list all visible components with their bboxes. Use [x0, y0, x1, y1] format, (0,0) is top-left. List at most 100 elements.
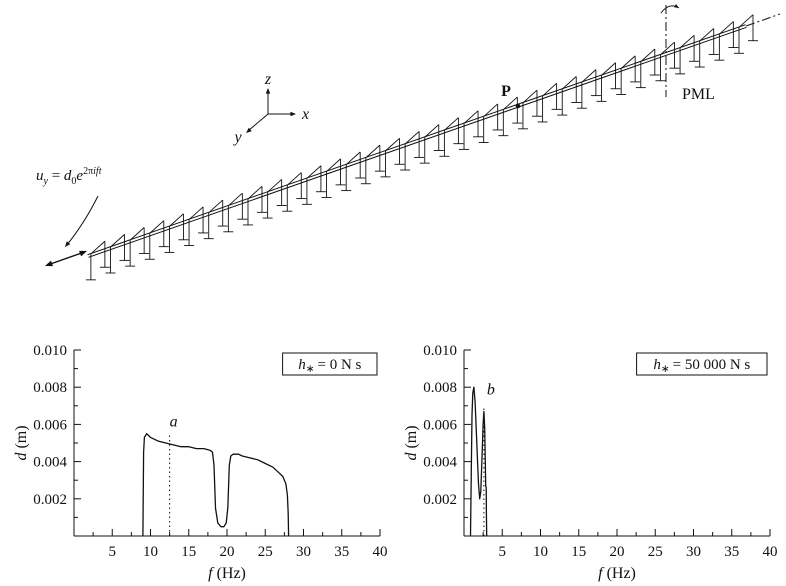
response-curve	[142, 433, 290, 537]
x-tick-label: 20	[610, 544, 625, 560]
excitation-arrow-shaft	[48, 251, 84, 266]
frame-top-bar	[581, 69, 597, 83]
frame-top-bar	[404, 131, 420, 145]
formula-d-sub: 0	[71, 176, 77, 187]
axis-z-arrowhead	[265, 88, 271, 94]
y-tick-label: 0.004	[423, 455, 457, 471]
x-tick-label: 25	[258, 544, 273, 560]
chart-h-zero: 5 10 15 20 25 30 35 40 0.002 0.004 0.006 0.008 0.010…	[13, 343, 388, 582]
marker-label: b	[487, 382, 495, 399]
frame-top-bar	[640, 48, 656, 62]
y-axis-title: d (m)	[403, 425, 420, 460]
x-tick-label: 35	[724, 544, 739, 560]
y-tick-label: 0.006	[423, 417, 457, 433]
x-tick-label: 30	[686, 544, 701, 560]
frame-top-bar	[738, 14, 754, 28]
frame-top-bar	[247, 185, 263, 200]
excitation-formula: uy = d0e2πift	[36, 166, 102, 187]
x-tick-label: 10	[533, 544, 548, 560]
y-tick-label: 0.006	[33, 417, 67, 433]
frame-top-bar	[660, 41, 675, 56]
y-tick-label: 0.008	[33, 380, 67, 396]
excitation-arrowhead-left	[45, 260, 53, 267]
y-axis-title-var: d	[13, 452, 30, 461]
frame-top-bar	[365, 144, 381, 159]
frame-top-bar	[620, 55, 636, 69]
x-tick-label: 30	[296, 544, 311, 560]
x-axis-title-unit: (Hz)	[213, 565, 246, 582]
axes	[463, 349, 771, 537]
legend-var: h	[653, 357, 661, 373]
axis-y-arrowhead	[246, 127, 252, 133]
legend-value: = 50 000 N s	[670, 357, 751, 373]
legend-var-sub: ∗	[661, 364, 670, 375]
frame-top-bar	[601, 62, 616, 76]
beam-centerline-extension	[745, 13, 781, 27]
frame-top-bar	[444, 117, 459, 131]
pml-arrowhead	[674, 4, 679, 8]
point-P-label: P	[501, 83, 511, 100]
legend-var-sub: ∗	[306, 364, 315, 375]
frame-top-bar	[483, 103, 498, 117]
frame-top-bar	[228, 192, 243, 207]
excitation-direction-arrow	[45, 250, 87, 267]
x-tick-label: 15	[571, 544, 586, 560]
frame-top-bar	[286, 172, 302, 186]
x-axis-title: f (Hz)	[598, 565, 636, 582]
structure-diagram: z x y P PML	[45, 4, 781, 281]
axis-y	[247, 113, 269, 132]
beam-line	[88, 26, 747, 258]
y-axis-title-var: d	[403, 452, 420, 461]
axis-y-label: y	[232, 129, 242, 146]
x-axis-title-var: f	[598, 565, 605, 582]
frame-top-bar	[424, 124, 440, 138]
legend-label: h∗ = 0 N s	[298, 357, 361, 375]
frame-top-bar	[267, 179, 282, 193]
frame-top-bar	[542, 83, 557, 97]
y-axis-title: d (m)	[13, 425, 30, 460]
formula-u: u	[36, 168, 44, 184]
frame-top-bar	[169, 213, 184, 227]
y-axis-title-unit: (m)	[403, 425, 420, 452]
frame-top-bar	[188, 206, 204, 220]
formula-pointer-arrow	[65, 195, 99, 247]
legend-var: h	[298, 357, 306, 373]
y-axis-title-unit: (m)	[13, 425, 30, 452]
formula-e: e	[76, 168, 84, 184]
formula-exp-var: ift	[93, 166, 102, 177]
frame-top-bar	[385, 137, 400, 152]
x-tick-label: 20	[220, 544, 235, 560]
response-curve	[469, 386, 488, 537]
frame-top-bar	[719, 21, 734, 35]
y-tick-label: 0.004	[33, 455, 67, 471]
legend-box	[636, 352, 768, 376]
chart-h-50000: 5 10 15 20 25 30 35 40 0.002 0.004 0.006 0.008 0.010…	[403, 343, 778, 582]
frame-top-bar	[90, 240, 106, 255]
y-tick-label: 0.008	[423, 380, 457, 396]
legend-label: h∗ = 50 000 N s	[653, 357, 750, 375]
beam-line	[87, 24, 746, 256]
formula-d: d	[63, 168, 72, 184]
axis-x-arrowhead	[290, 111, 296, 117]
x-tick-label: 25	[648, 544, 663, 560]
axis-x-label: x	[301, 106, 309, 123]
structure-geometry	[65, 4, 781, 258]
frame-top-bar	[306, 165, 322, 179]
formula-exp-num: 2π	[83, 166, 94, 177]
frame-top-bar	[699, 28, 715, 42]
formula-pointer-arrowhead	[65, 241, 71, 247]
excitation-arrowhead-right	[79, 250, 87, 257]
formula-u-sub: y	[43, 176, 48, 187]
frame-top-bar	[326, 158, 341, 172]
x-tick-label: 35	[334, 544, 349, 560]
frame-top-bar	[522, 89, 538, 104]
frame-top-bar	[149, 220, 165, 234]
y-tick-label: 0.002	[423, 492, 457, 508]
frame-top-bar	[129, 227, 145, 241]
frame-top-bar	[561, 76, 577, 90]
y-tick-label: 0.002	[33, 492, 67, 508]
formula-equals: =	[47, 168, 64, 184]
frame-top-bar	[110, 234, 125, 248]
frame-top-bar	[463, 110, 479, 124]
